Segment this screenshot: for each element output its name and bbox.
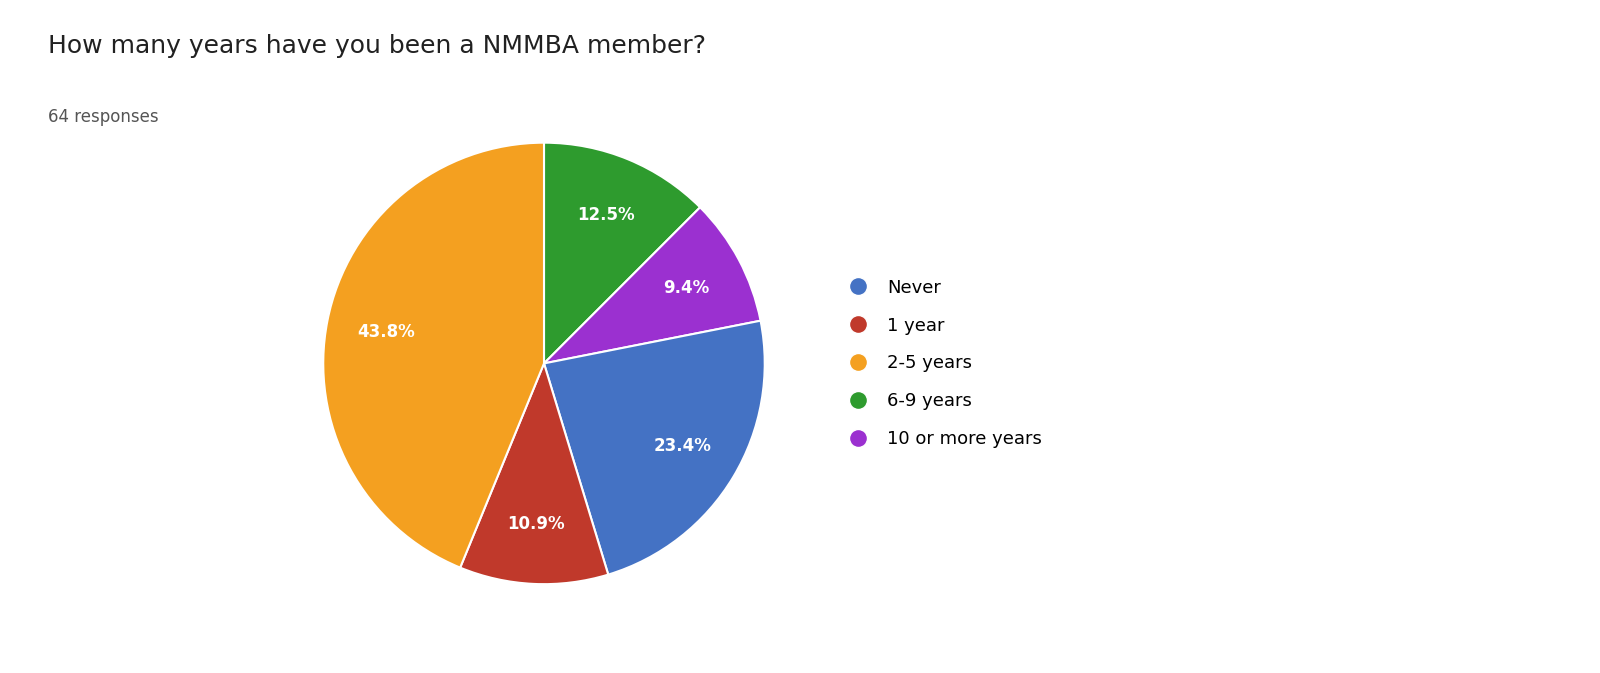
Text: 10.9%: 10.9% [507, 516, 565, 534]
Wedge shape [544, 143, 701, 363]
Wedge shape [461, 363, 608, 584]
Wedge shape [323, 143, 544, 567]
Text: 12.5%: 12.5% [578, 205, 635, 223]
Text: 23.4%: 23.4% [653, 437, 710, 456]
Legend: Never, 1 year, 2-5 years, 6-9 years, 10 or more years: Never, 1 year, 2-5 years, 6-9 years, 10 … [840, 279, 1042, 448]
Text: 9.4%: 9.4% [662, 279, 709, 297]
Text: How many years have you been a NMMBA member?: How many years have you been a NMMBA mem… [48, 34, 706, 58]
Wedge shape [544, 207, 760, 363]
Text: 43.8%: 43.8% [357, 323, 414, 341]
Wedge shape [544, 321, 765, 575]
Text: 64 responses: 64 responses [48, 108, 158, 126]
